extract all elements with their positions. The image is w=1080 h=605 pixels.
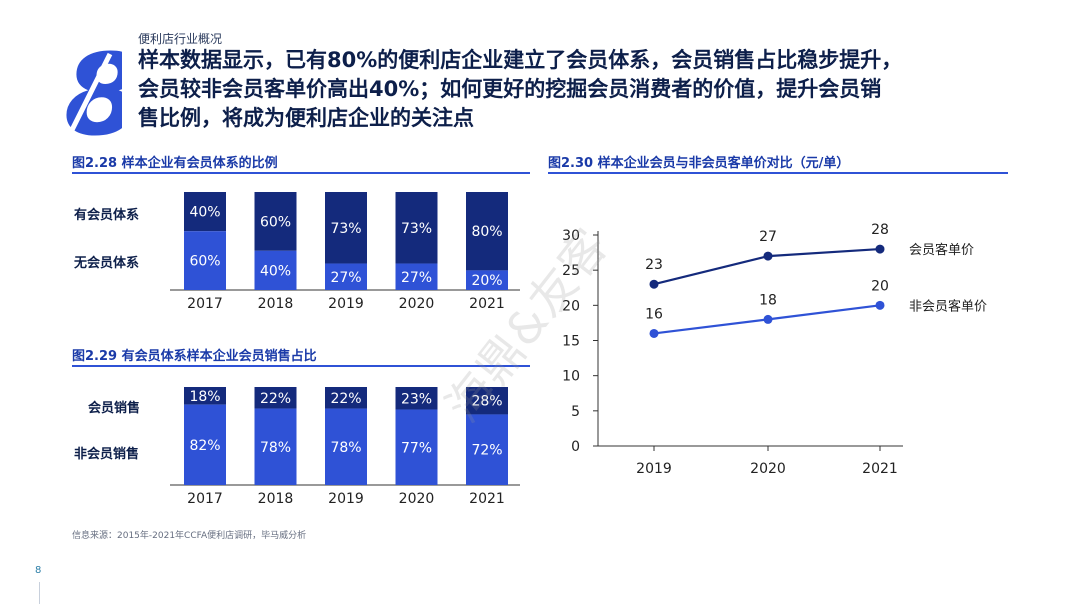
chart1-label-bottom: 27% xyxy=(330,270,361,286)
section-label: 便利店行业概况 xyxy=(138,32,223,46)
headline-line: 会员较非会员客单价高出40%；如何更好的挖掘会员消费者的价值，提升会员销 xyxy=(138,77,882,101)
chart2-x-tick: 2018 xyxy=(258,491,294,507)
chart1-x-tick: 2020 xyxy=(399,296,435,312)
chart2-bar-top xyxy=(395,387,438,410)
chart2-label-top: 22% xyxy=(330,391,361,407)
chart1-bar-top xyxy=(466,192,508,271)
chart1-bar-bottom xyxy=(325,263,367,290)
source-note: 信息来源：2015年-2021年CCFA便利店调研，毕马威分析 xyxy=(72,531,307,541)
chart2-label-bottom: 78% xyxy=(260,440,291,456)
chart1-label-top: 73% xyxy=(330,221,361,237)
chart3-point-1 xyxy=(763,251,773,261)
chart1-label-top: 40% xyxy=(189,205,220,221)
chart2-stacked-bar: 18% 82% 2017 22% 78% 2018 22% 78% 2019 23% 77% 2020… xyxy=(170,387,520,507)
chart2-bar-bottom xyxy=(184,404,226,485)
chart1-bar-bottom xyxy=(254,250,297,290)
chart2-label-top: 23% xyxy=(401,391,432,407)
chart3-data-label-2: 18 xyxy=(759,292,777,308)
chart1-title: 图2.28 样本企业有会员体系的比例 xyxy=(72,156,278,171)
chart2-bar-bottom xyxy=(254,408,297,485)
chart2-bar-top xyxy=(254,387,297,409)
chart3-series-name-1: 会员客单价 xyxy=(909,242,974,258)
chart2-title: 图2.29 有会员体系样本企业会员销售占比 xyxy=(72,349,317,364)
chart1-x-tick: 2017 xyxy=(187,296,223,312)
chart2-label-bottom: 82% xyxy=(189,438,220,454)
chart2-label-bottom: 78% xyxy=(330,440,361,456)
chart2-label-top: 22% xyxy=(260,391,291,407)
chart1-stacked-bar: 40% 60% 2017 60% 40% 2018 73% 27% 2019 73% 27% 2020… xyxy=(170,192,520,312)
chart1-bar-bottom xyxy=(395,263,438,290)
chart1-label-bottom: 27% xyxy=(401,270,432,286)
chart1-bar-top xyxy=(325,192,367,264)
chart2-bar-bottom xyxy=(466,414,508,485)
chart1-title-rule xyxy=(72,172,530,174)
chart3-y-tick: 20 xyxy=(562,298,580,314)
chart1-x-tick: 2021 xyxy=(469,296,505,312)
chart3-point-1 xyxy=(649,279,659,289)
chart3-y-tick: 30 xyxy=(562,228,580,244)
chart2-bar-bottom xyxy=(325,408,367,485)
chart3-title-rule xyxy=(548,172,1008,174)
page-number: 8 xyxy=(35,565,42,576)
chart2-x-tick: 2019 xyxy=(328,491,364,507)
chart1-label-top: 80% xyxy=(471,224,502,240)
chart3-point-2 xyxy=(649,328,659,338)
chart3-y-tick: 15 xyxy=(562,334,580,350)
chart3-title: 图2.30 样本企业会员与非会员客单价对比（元/单） xyxy=(548,156,850,171)
headline-line: 售比例，将成为便利店企业的关注点 xyxy=(138,106,474,130)
chart2-x-tick: 2020 xyxy=(399,491,435,507)
chart1-label-top: 73% xyxy=(401,221,432,237)
chart3-data-label-2: 16 xyxy=(645,306,663,322)
chart2-label-top: 18% xyxy=(189,389,220,405)
chart1-label-bottom: 60% xyxy=(189,254,220,270)
chart2-legend-bottom: 非会员销售 xyxy=(74,447,140,462)
chart3-x-tick: 2021 xyxy=(862,461,898,477)
chart1-legend-top: 有会员体系 xyxy=(74,208,140,223)
chart3-y-tick: 0 xyxy=(571,439,580,455)
chart2-x-tick: 2017 xyxy=(187,491,223,507)
chart3-y-tick: 25 xyxy=(562,263,580,279)
chart1-x-tick: 2019 xyxy=(328,296,364,312)
chart2-label-bottom: 72% xyxy=(471,443,502,459)
chart3-data-label-1: 28 xyxy=(871,222,889,238)
page-divider xyxy=(39,582,40,604)
chart3-data-label-1: 27 xyxy=(759,229,777,245)
chart2-legend-top: 会员销售 xyxy=(88,401,141,416)
chart1-bar-top xyxy=(395,192,438,264)
chart3-y-tick: 10 xyxy=(562,369,580,385)
chart1-bar-top xyxy=(254,192,297,251)
chart3-data-label-1: 23 xyxy=(645,257,663,273)
chart2-bar-top xyxy=(184,387,226,405)
chart1-label-top: 60% xyxy=(260,214,291,230)
chart2-bar-bottom xyxy=(395,409,438,485)
chart2-label-top: 28% xyxy=(471,394,502,410)
chart3-point-2 xyxy=(763,314,773,324)
chart1-label-bottom: 40% xyxy=(260,263,291,279)
chart1-legend-bottom: 无会员体系 xyxy=(74,256,140,271)
chart1-bar-bottom xyxy=(184,231,226,290)
chart2-title-rule xyxy=(72,365,530,367)
chart1-bar-bottom xyxy=(466,270,508,290)
page-number-glyph: 8 xyxy=(64,34,122,144)
chart2-bar-top xyxy=(325,387,367,409)
chart2-x-tick: 2021 xyxy=(469,491,505,507)
chart3-y-tick: 5 xyxy=(571,404,580,420)
chart3-data-label-2: 20 xyxy=(871,278,889,294)
chart3-point-1 xyxy=(875,244,885,254)
chart1-bar-top xyxy=(184,192,226,232)
chart1-x-tick: 2018 xyxy=(258,296,294,312)
chart2-bar-top xyxy=(466,387,508,415)
chart3-line-chart: 0 5 10 15 20 25 30 2019 2020 2021 23 27 28 会员客单价 16 18 2… xyxy=(562,222,987,477)
headline: 样本数据显示，已有80%的便利店企业建立了会员体系，会员销售占比稳步提升， 会员… xyxy=(138,46,1038,133)
chart2-label-bottom: 77% xyxy=(401,440,432,456)
chart3-x-tick: 2020 xyxy=(750,461,786,477)
chart3-point-2 xyxy=(875,300,885,310)
chart3-series-name-2: 非会员客单价 xyxy=(909,298,987,314)
chart3-x-tick: 2019 xyxy=(636,461,672,477)
headline-line: 样本数据显示，已有80%的便利店企业建立了会员体系，会员销售占比稳步提升， xyxy=(138,48,903,72)
chart1-label-bottom: 20% xyxy=(471,273,502,289)
